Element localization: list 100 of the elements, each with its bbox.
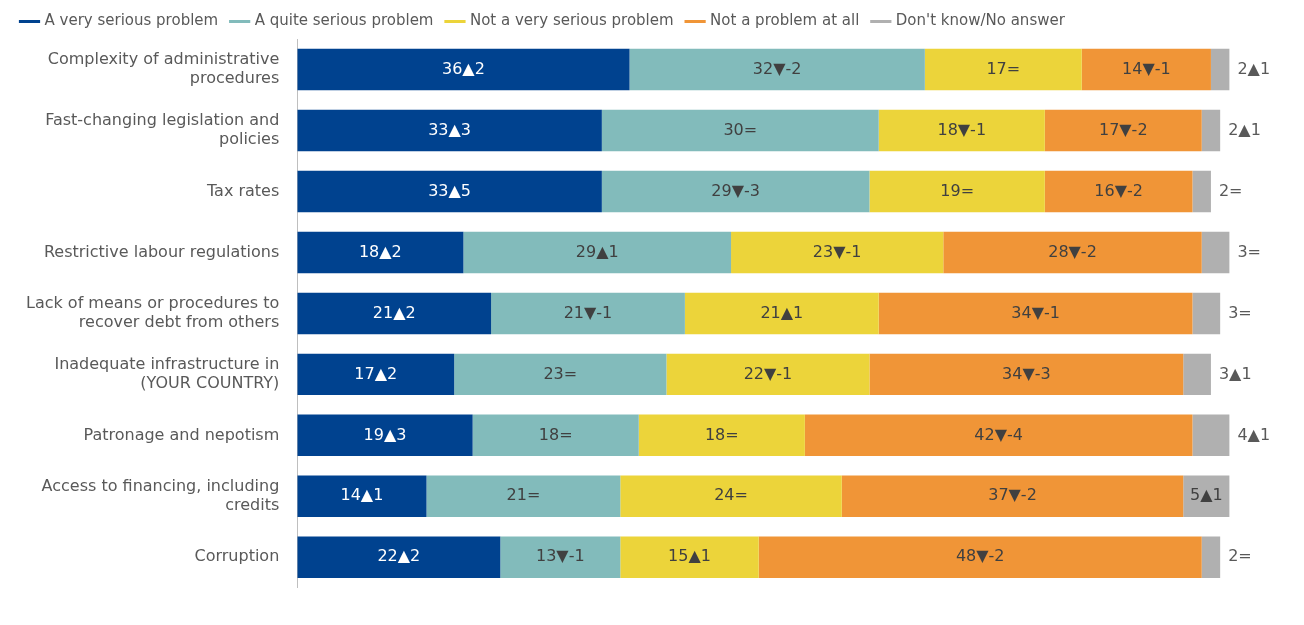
bar xyxy=(297,414,473,457)
bar xyxy=(943,231,1202,274)
y-tick-label: Corruption xyxy=(194,546,280,566)
data-label: 14▼-1 xyxy=(1122,58,1171,78)
bar xyxy=(472,414,639,457)
bar xyxy=(1192,170,1211,213)
data-label: 17= xyxy=(986,58,1021,78)
data-label: 13▼-1 xyxy=(536,546,585,566)
data-label: 36▲2 xyxy=(441,58,485,78)
data-label: 2= xyxy=(1228,546,1252,566)
y-tick-label: Access to financing, including credits xyxy=(41,475,280,515)
data-label: 28▼-2 xyxy=(1048,241,1097,261)
y-tick-label: Complexity of administrative procedures xyxy=(47,49,280,88)
legend-label: Don't know/No answer xyxy=(895,11,1066,30)
legend-label: A quite serious problem xyxy=(254,11,434,30)
data-label: 24= xyxy=(714,485,748,505)
data-label: 48▼-2 xyxy=(955,546,1005,566)
bar xyxy=(297,292,492,335)
y-tick-label: Restrictive labour regulations xyxy=(43,241,280,261)
y-tick-label: Fast-changing legislation and policies xyxy=(45,110,280,149)
bar xyxy=(804,414,1193,457)
y-tick-label: Lack of means or procedures to recover debt from others xyxy=(25,292,280,332)
data-label: 42▼-4 xyxy=(974,424,1023,444)
legend-label: Not a very serious problem xyxy=(469,11,674,30)
bar xyxy=(1192,414,1230,457)
bar xyxy=(463,231,732,274)
data-label: 18= xyxy=(538,424,573,444)
bar xyxy=(297,48,630,91)
bar xyxy=(491,292,685,335)
bar xyxy=(297,536,501,579)
y-tick-label: Inadequate infrastructure in (YOUR COUNTRY) xyxy=(54,353,280,393)
bar xyxy=(869,353,1184,396)
bar xyxy=(869,170,1045,213)
legend-label: A very serious problem xyxy=(44,11,219,30)
bar xyxy=(841,475,1184,518)
bar xyxy=(878,292,1193,335)
data-label: 19= xyxy=(940,180,975,200)
data-label: 21▼-1 xyxy=(563,302,613,322)
bar xyxy=(758,536,1202,579)
bar xyxy=(297,231,464,274)
data-label: 2= xyxy=(1218,180,1243,200)
data-label: 22▲2 xyxy=(377,546,421,566)
bar xyxy=(601,170,870,213)
bar xyxy=(878,109,1045,152)
bar xyxy=(620,536,759,579)
bar xyxy=(620,475,842,518)
bar xyxy=(1201,231,1230,274)
legend-label: Not a problem at all xyxy=(710,11,860,30)
bar xyxy=(1210,48,1230,91)
data-label: 22▼-1 xyxy=(743,363,793,383)
bar xyxy=(1192,292,1221,335)
bar xyxy=(1044,170,1193,213)
data-label: 19▲3 xyxy=(363,424,407,444)
data-label: 3= xyxy=(1237,241,1261,261)
data-label: 18= xyxy=(704,424,739,444)
bar xyxy=(666,353,870,396)
data-label: 33▲3 xyxy=(428,119,471,139)
bar xyxy=(454,353,667,396)
data-label: 23= xyxy=(543,363,578,383)
bar xyxy=(500,536,621,579)
bar xyxy=(1183,353,1211,396)
bar xyxy=(1201,109,1221,152)
data-label: 29▲1 xyxy=(575,241,619,261)
data-label: 18▼-1 xyxy=(937,119,987,139)
data-label: 3▲1 xyxy=(1218,363,1252,383)
bar xyxy=(297,353,455,396)
data-label: 2▲1 xyxy=(1237,58,1271,78)
y-tick-label: Tax rates xyxy=(205,180,280,200)
data-label: 14▲1 xyxy=(340,485,384,505)
data-label: 23▼-1 xyxy=(812,241,862,261)
bar xyxy=(426,475,621,518)
data-label: 5▲1 xyxy=(1189,485,1223,505)
data-label: 30= xyxy=(723,119,758,139)
bar xyxy=(297,475,427,518)
data-label: 3= xyxy=(1228,302,1252,322)
data-label: 16▼-2 xyxy=(1094,180,1143,200)
bar xyxy=(924,48,1082,91)
data-label: 4▲1 xyxy=(1237,424,1271,444)
y-tick-label: Patronage and nepotism xyxy=(83,424,280,444)
data-label: 29▼-3 xyxy=(711,180,760,200)
bar xyxy=(297,109,602,152)
bar xyxy=(629,48,925,91)
data-label: 17▼-2 xyxy=(1098,119,1148,139)
bar xyxy=(684,292,879,335)
bar xyxy=(297,170,602,213)
bar xyxy=(638,414,805,457)
data-label: 17▲2 xyxy=(354,363,398,383)
bar xyxy=(1044,109,1202,152)
data-label: 15▲1 xyxy=(668,546,711,566)
data-label: 21▲2 xyxy=(372,302,416,322)
bar xyxy=(731,231,944,274)
data-label: 2▲1 xyxy=(1228,119,1261,139)
data-label: 37▼-2 xyxy=(988,485,1037,505)
data-label: 21= xyxy=(506,485,541,505)
bar xyxy=(1081,48,1211,91)
data-label: 34▼-1 xyxy=(1011,302,1060,322)
bar xyxy=(601,109,879,152)
data-label: 32▼-2 xyxy=(752,58,802,78)
data-label: 33▲5 xyxy=(428,180,471,200)
data-label: 18▲2 xyxy=(358,241,402,261)
